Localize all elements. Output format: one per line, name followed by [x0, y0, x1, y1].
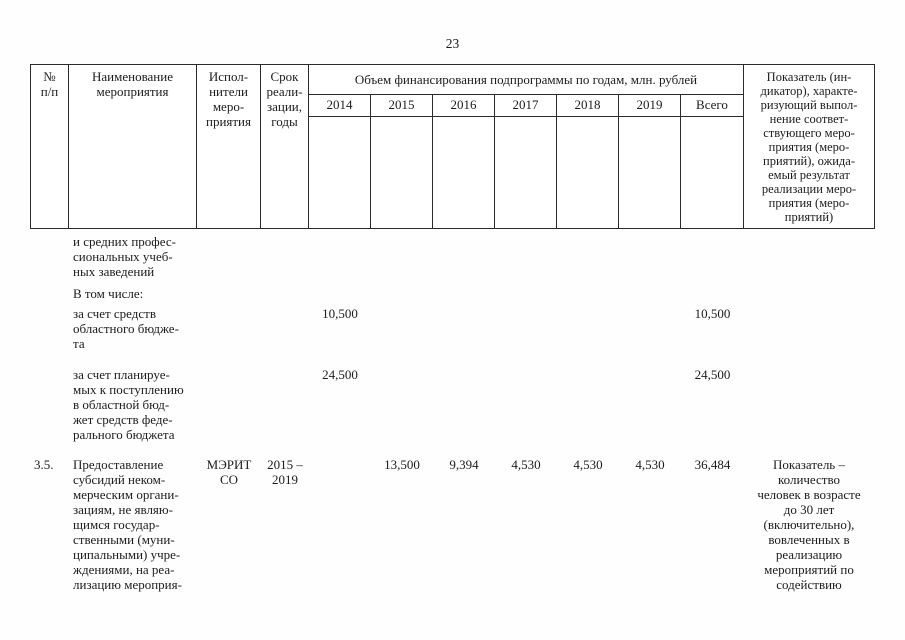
value-2014-cell: 10,500 — [322, 306, 358, 321]
value-total-cell: 24,500 — [694, 367, 731, 382]
measure-name-cell: Предоставление субсидий неком- мерческим… — [73, 457, 182, 592]
executor-cell: МЭРИТ СО — [206, 457, 252, 487]
page-number: 23 — [445, 36, 460, 51]
table-row: 3.5. Предоставление субсидий неком- мерч… — [31, 457, 874, 592]
header-year-2019: 2019 — [619, 95, 681, 117]
table-header: № п/п Наименование мероприятия Испол- ни… — [30, 64, 875, 229]
header-year-2017: 2017 — [495, 95, 557, 117]
header-year-2018: 2018 — [557, 95, 619, 117]
header-executors: Испол- нители меро- приятия — [197, 65, 261, 228]
financing-empty-cell — [495, 117, 557, 228]
measure-name-cell: В том числе: — [73, 286, 144, 301]
indicator-cell: Показатель – количество человек в возрас… — [757, 457, 861, 592]
financing-empty-cell — [557, 117, 619, 228]
header-indicator: Показатель (ин- дикатор), характе- ризую… — [760, 70, 858, 224]
header-term: Срок реали- зации, годы — [261, 65, 309, 228]
value-total-cell: 36,484 — [694, 457, 731, 472]
measure-name-cell: за счет средств областного бюдже- та — [73, 306, 179, 351]
financing-empty-cell — [433, 117, 495, 228]
value-2014-cell: 24,500 — [322, 367, 358, 382]
value-2015-cell: 13,500 — [384, 457, 420, 472]
table-body: и средних профес- сиональных учеб- ных з… — [31, 234, 874, 592]
table-row: и средних профес- сиональных учеб- ных з… — [31, 234, 874, 279]
value-2017-cell: 4,530 — [511, 457, 541, 472]
measure-name-cell: за счет планируе- мых к поступлению в об… — [73, 367, 184, 442]
value-2016-cell: 9,394 — [449, 457, 479, 472]
header-year-2014: 2014 — [309, 95, 371, 117]
table-row: за счет средств областного бюдже- та 10,… — [31, 306, 874, 351]
financing-empty-cell — [371, 117, 433, 228]
header-year-2015: 2015 — [371, 95, 433, 117]
header-year-2016: 2016 — [433, 95, 495, 117]
value-2019-cell: 4,530 — [635, 457, 665, 472]
header-year-total: Всего — [681, 95, 744, 117]
value-2018-cell: 4,530 — [573, 457, 603, 472]
financing-table: № п/п Наименование мероприятия Испол- ни… — [30, 64, 875, 592]
header-num: № п/п — [31, 65, 69, 228]
header-financing-title: Объем финансирования подпрограммы по год… — [309, 65, 744, 95]
financing-empty-cell — [309, 117, 371, 228]
financing-empty-cell — [681, 117, 744, 228]
header-measure-name: Наименование мероприятия — [69, 65, 197, 228]
row-number-cell: 3.5. — [34, 457, 54, 472]
table-row: В том числе: — [31, 286, 874, 301]
table-row: за счет планируе- мых к поступлению в об… — [31, 367, 874, 442]
term-cell: 2015 – 2019 — [267, 457, 303, 487]
value-total-cell: 10,500 — [694, 306, 731, 321]
financing-empty-cell — [619, 117, 681, 228]
measure-name-cell: и средних профес- сиональных учеб- ных з… — [73, 234, 176, 279]
